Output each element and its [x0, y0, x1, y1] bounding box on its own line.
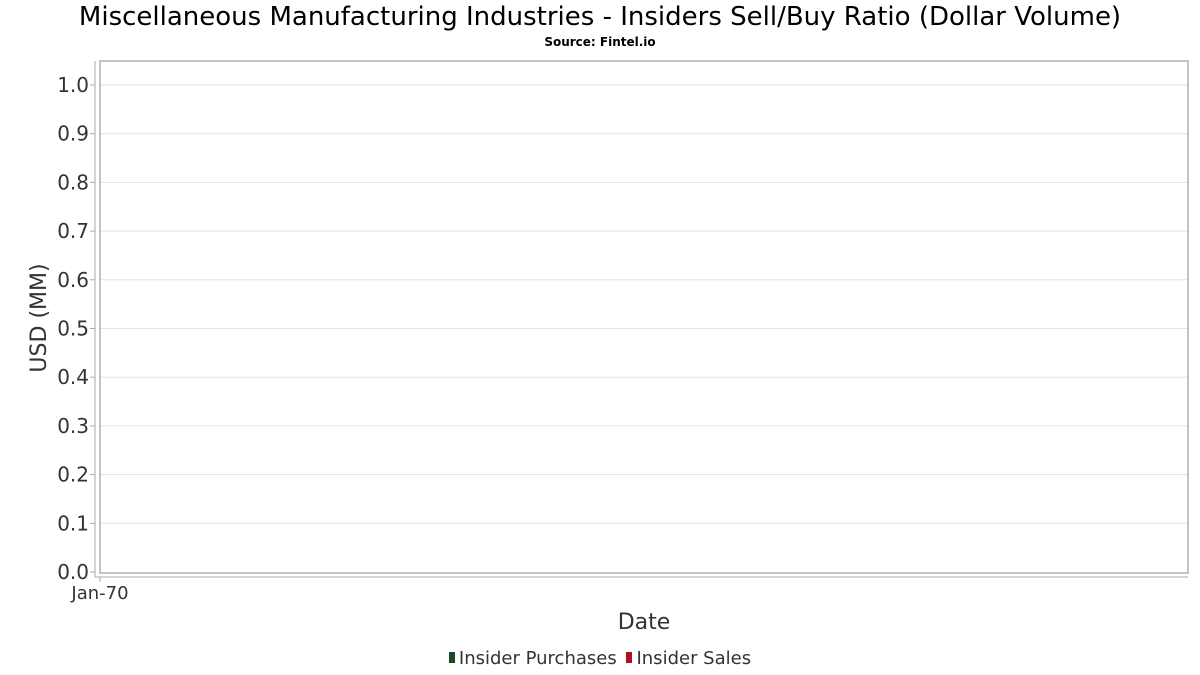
chart-title: Miscellaneous Manufacturing Industries -…	[78, 2, 1122, 32]
y-axis-ticks: 0.0 0.1 0.2 0.3 0.4 0.5 0.6 0.7 0.8 0.9 1.0	[57, 73, 95, 584]
gridlines	[100, 84, 1188, 524]
y-tick-label: 1.0	[57, 73, 89, 97]
legend-label-insider-sales: Insider Sales	[636, 648, 752, 669]
legend-label-insider-purchases: Insider Purchases	[458, 648, 617, 669]
y-tick-label: 0.0	[57, 560, 89, 584]
y-tick-label: 0.9	[57, 122, 89, 146]
x-axis-ticks: Jan-70	[70, 577, 129, 604]
y-tick-label: 0.4	[57, 365, 89, 389]
legend-item-insider-purchases: Insider Purchases	[448, 648, 617, 669]
y-tick-label: 0.5	[57, 317, 89, 341]
x-tick-label: Jan-70	[70, 583, 128, 604]
plot-frame	[99, 60, 1189, 574]
legend-swatch-insider-purchases	[448, 652, 455, 663]
legend: Insider Purchases Insider Sales	[0, 648, 1200, 669]
y-tick-label: 0.6	[57, 268, 89, 292]
legend-item-insider-sales: Insider Sales	[626, 648, 751, 669]
legend-swatch-insider-sales	[626, 652, 633, 663]
y-tick-label: 0.8	[57, 170, 89, 194]
y-tick-label: 0.2	[57, 463, 89, 487]
y-tick-label: 0.3	[57, 414, 89, 438]
y-tick-label: 0.7	[57, 219, 89, 243]
chart-subtitle: Source: Fintel.io	[544, 35, 656, 49]
x-axis-label: Date	[618, 610, 671, 635]
y-axis-label: USD (MM)	[27, 263, 52, 372]
y-tick-label: 0.1	[57, 511, 89, 535]
